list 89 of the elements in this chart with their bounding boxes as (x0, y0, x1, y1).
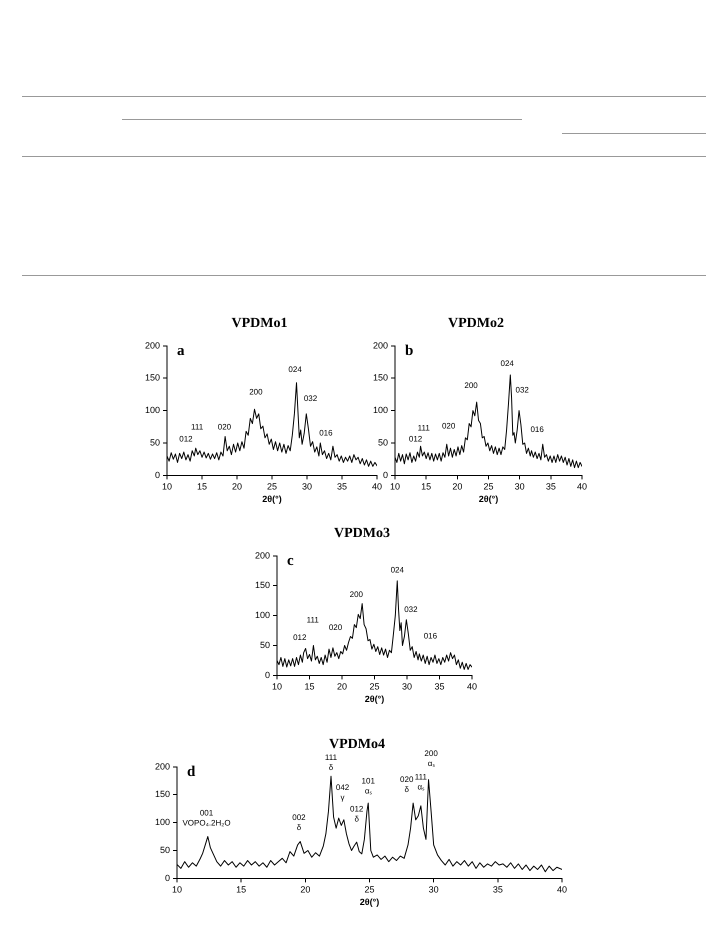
annotation: 020 δ (400, 774, 414, 794)
x-tick-label: 20 (452, 481, 462, 492)
annotation: 016 (424, 632, 438, 641)
y-tick-label: 50 (150, 437, 160, 448)
x-tick-label: 20 (337, 681, 348, 692)
annotation: d (187, 764, 196, 780)
annotation: 200 αₛ (424, 749, 438, 768)
x-tick-label: 15 (421, 481, 432, 492)
y-tick-label: 100 (154, 817, 170, 828)
annotation: 012 (408, 434, 423, 444)
y-tick-label: 0 (155, 470, 160, 480)
annotation: 020 (442, 421, 456, 430)
x-tick-label: 25 (364, 884, 375, 894)
x-tick-label: 25 (267, 481, 278, 492)
x-tick-label: 40 (372, 481, 382, 492)
x-tick-label: 25 (484, 481, 494, 492)
x-tick-label: 30 (302, 481, 312, 492)
annotation: 016 (319, 428, 334, 438)
annotation: 111 (418, 423, 430, 432)
x-tick-label: 20 (232, 481, 242, 492)
x-tick-label: 10 (172, 884, 182, 894)
chart-title: VPDMo3 (334, 526, 390, 542)
x-tick-label: 40 (576, 481, 588, 492)
x-axis-title: 2θ(°) (262, 494, 282, 504)
annotation: 111 (191, 422, 204, 432)
y-tick-label: 0 (383, 470, 388, 480)
y-tick-label: 100 (144, 405, 160, 416)
chart-title: VPDMo2 (448, 316, 504, 332)
annotation: 024 (390, 565, 404, 574)
x-tick-label: 25 (370, 681, 380, 692)
annotation: 111 (306, 616, 320, 625)
y-tick-label: 100 (254, 610, 270, 620)
x-tick-label: 15 (236, 884, 246, 894)
x-tick-label: 30 (428, 884, 439, 894)
x-tick-label: 40 (556, 884, 568, 894)
annotation: c (287, 553, 294, 570)
x-axis-title: 2θ(°) (364, 694, 384, 704)
annotation: 020 (328, 622, 343, 632)
annotation: 111 δ (324, 753, 338, 772)
annotation: 032 (404, 604, 418, 614)
x-tick-label: 30 (514, 481, 525, 492)
annotation: 101 αₛ (362, 776, 376, 796)
y-tick-label: 200 (372, 340, 388, 350)
y-tick-label: 150 (144, 372, 160, 383)
y-tick-label: 200 (144, 340, 160, 350)
y-tick-label: 100 (372, 405, 388, 416)
y-tick-label: 50 (160, 844, 170, 855)
x-tick-label: 10 (272, 681, 282, 692)
x-tick-label: 10 (390, 481, 400, 492)
annotation: 001 VOPO₄.2H₂O (182, 808, 231, 828)
annotation: 012 δ (350, 804, 364, 824)
y-tick-label: 150 (254, 580, 270, 590)
x-axis-title: 2θ(°) (478, 494, 498, 504)
x-tick-label: 40 (466, 681, 478, 692)
x-tick-label: 20 (300, 884, 310, 894)
annotation: a (177, 343, 186, 360)
chart-title: VPDMo1 (232, 316, 288, 332)
annotation: 200 (464, 381, 478, 390)
annotation: 024 (500, 359, 514, 368)
x-tick-label: 35 (546, 481, 556, 492)
annotation: 016 (530, 425, 544, 434)
x-axis-title: 2θ(°) (360, 897, 380, 908)
annotation: 032 (515, 386, 530, 395)
x-tick-label: 10 (162, 481, 172, 492)
annotation: 012 (179, 434, 194, 444)
chart-title: VPDMo4 (329, 737, 385, 752)
y-tick-label: 0 (265, 670, 270, 680)
x-tick-label: 35 (434, 681, 445, 692)
y-tick-label: 50 (260, 640, 270, 650)
annotation: 012 (293, 632, 307, 642)
annotation: 111 αₛ (414, 772, 428, 792)
x-tick-label: 15 (197, 481, 208, 492)
y-tick-label: 0 (165, 872, 170, 883)
y-tick-label: 200 (254, 550, 270, 560)
x-tick-label: 30 (402, 681, 412, 692)
annotation: 002 δ (292, 812, 306, 832)
annotation: 042 γ (336, 783, 350, 802)
annotation: 200 (350, 590, 364, 599)
y-tick-label: 50 (378, 437, 388, 448)
x-tick-label: 35 (492, 884, 503, 894)
annotation: 020 (218, 422, 232, 432)
y-tick-label: 200 (154, 761, 170, 772)
annotation: b (405, 343, 414, 360)
x-tick-label: 15 (304, 681, 315, 692)
y-tick-label: 150 (154, 789, 170, 800)
x-tick-label: 35 (336, 481, 348, 492)
y-tick-label: 150 (372, 372, 388, 383)
annotation: 024 (288, 364, 302, 374)
annotation: 032 (304, 394, 318, 404)
